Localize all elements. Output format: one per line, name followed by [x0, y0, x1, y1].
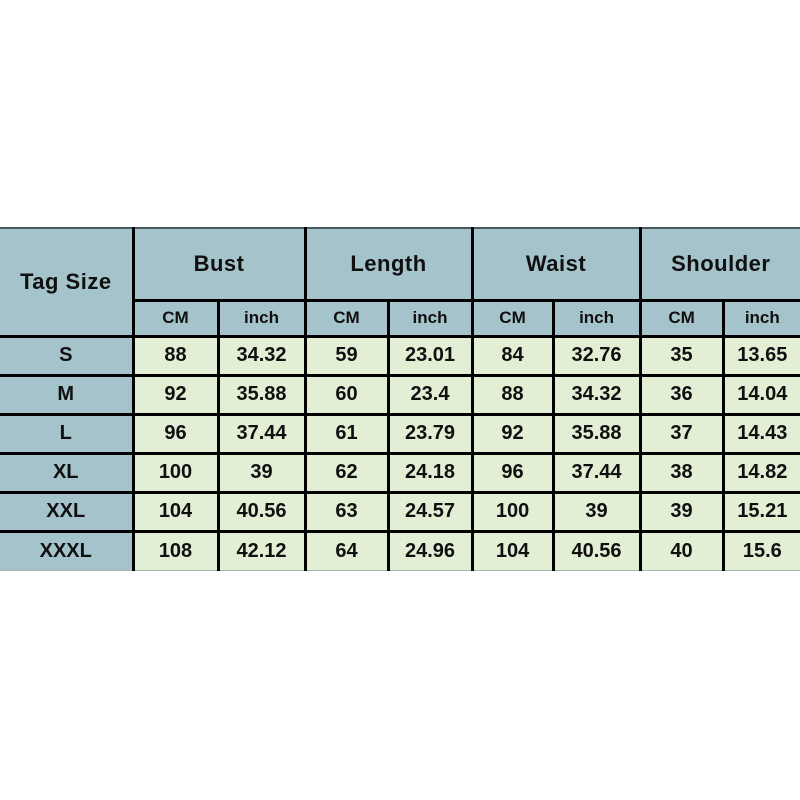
- value-cell: 37.44: [216, 412, 307, 455]
- unit-header-waist-inch: inch: [551, 298, 642, 338]
- value-cell: 23.01: [386, 334, 474, 377]
- value-cell: 15.21: [721, 490, 800, 533]
- value-cell: 14.82: [721, 451, 800, 494]
- value-cell: 84: [470, 334, 555, 377]
- size-label: XL: [0, 451, 135, 494]
- value-cell: 88: [131, 334, 220, 377]
- corner-header-tag-size: Tag Size: [0, 227, 135, 338]
- value-cell: 61: [303, 412, 390, 455]
- value-cell: 36: [638, 373, 725, 416]
- value-cell: 38: [638, 451, 725, 494]
- value-cell: 24.18: [386, 451, 474, 494]
- value-cell: 15.6: [721, 529, 800, 571]
- unit-header-length-inch: inch: [386, 298, 474, 338]
- value-cell: 35: [638, 334, 725, 377]
- value-cell: 60: [303, 373, 390, 416]
- value-cell: 108: [131, 529, 220, 571]
- value-cell: 59: [303, 334, 390, 377]
- value-cell: 88: [470, 373, 555, 416]
- unit-header-waist-cm: CM: [470, 298, 555, 338]
- value-cell: 40: [638, 529, 725, 571]
- group-header-length: Length: [303, 227, 474, 302]
- value-cell: 100: [470, 490, 555, 533]
- table-row-s: S 88 34.32 59 23.01 84 32.76 35 13.65: [0, 334, 800, 377]
- value-cell: 23.4: [386, 373, 474, 416]
- unit-header-shoulder-inch: inch: [721, 298, 800, 338]
- value-cell: 96: [131, 412, 220, 455]
- value-cell: 40.56: [216, 490, 307, 533]
- table-row-xxxl: XXXL 108 42.12 64 24.96 104 40.56 40 15.…: [0, 529, 800, 571]
- value-cell: 35.88: [551, 412, 642, 455]
- unit-header-shoulder-cm: CM: [638, 298, 725, 338]
- value-cell: 32.76: [551, 334, 642, 377]
- value-cell: 34.32: [551, 373, 642, 416]
- value-cell: 35.88: [216, 373, 307, 416]
- value-cell: 62: [303, 451, 390, 494]
- value-cell: 13.65: [721, 334, 800, 377]
- table-row-xl: XL 100 39 62 24.18 96 37.44 38 14.82: [0, 451, 800, 494]
- value-cell: 42.12: [216, 529, 307, 571]
- value-cell: 14.43: [721, 412, 800, 455]
- value-cell: 40.56: [551, 529, 642, 571]
- value-cell: 92: [470, 412, 555, 455]
- table-row-l: L 96 37.44 61 23.79 92 35.88 37 14.43: [0, 412, 800, 455]
- value-cell: 37.44: [551, 451, 642, 494]
- unit-header-row: CM inch CM inch CM inch CM inch: [0, 298, 800, 338]
- value-cell: 39: [216, 451, 307, 494]
- value-cell: 37: [638, 412, 725, 455]
- table-header-row: Tag Size Bust Length Waist Shoulder: [0, 227, 800, 338]
- value-cell: 63: [303, 490, 390, 533]
- value-cell: 24.96: [386, 529, 474, 571]
- value-cell: 64: [303, 529, 390, 571]
- size-chart-table: Tag Size Bust Length Waist Shoulder CM i…: [0, 227, 800, 571]
- group-header-shoulder: Shoulder: [638, 227, 800, 302]
- size-label: L: [0, 412, 135, 455]
- size-label: S: [0, 334, 135, 377]
- unit-header-bust-cm: CM: [133, 298, 220, 338]
- value-cell: 34.32: [216, 334, 307, 377]
- value-cell: 100: [131, 451, 220, 494]
- value-cell: 92: [131, 373, 220, 416]
- value-cell: 24.57: [386, 490, 474, 533]
- value-cell: 39: [551, 490, 642, 533]
- value-cell: 96: [470, 451, 555, 494]
- unit-header-length-cm: CM: [303, 298, 390, 338]
- size-label: XXXL: [0, 529, 135, 571]
- value-cell: 39: [638, 490, 725, 533]
- unit-header-bust-inch: inch: [216, 298, 307, 338]
- value-cell: 23.79: [386, 412, 474, 455]
- table-row-m: M 92 35.88 60 23.4 88 34.32 36 14.04: [0, 373, 800, 416]
- table-row-xxl: XXL 104 40.56 63 24.57 100 39 39 15.21: [0, 490, 800, 533]
- size-label: M: [0, 373, 135, 416]
- value-cell: 104: [131, 490, 220, 533]
- value-cell: 14.04: [721, 373, 800, 416]
- group-header-waist: Waist: [470, 227, 642, 302]
- value-cell: 104: [470, 529, 555, 571]
- group-header-bust: Bust: [131, 227, 307, 302]
- size-label: XXL: [0, 490, 135, 533]
